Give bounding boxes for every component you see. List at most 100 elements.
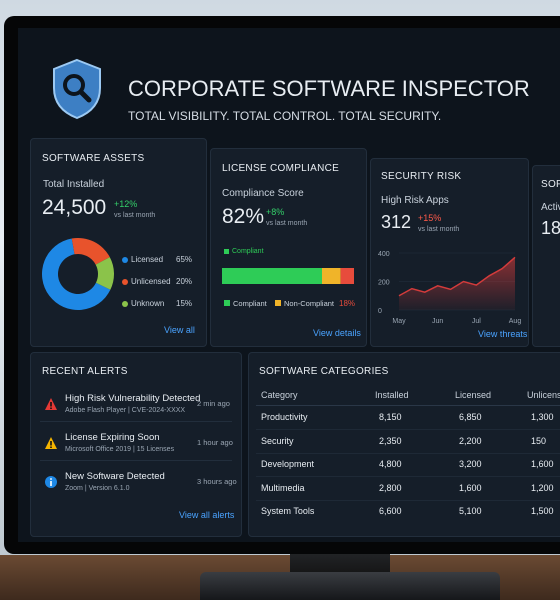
legend-swatch <box>275 300 281 306</box>
table-header: Category <box>261 390 298 400</box>
monitor-foot <box>200 572 500 600</box>
alert-icon <box>45 476 57 488</box>
card-title: RECENT ALERTS <box>42 366 128 377</box>
legend-swatch <box>224 300 230 306</box>
table-cell: 1,500 <box>531 506 554 516</box>
metric-change: +12% <box>114 199 138 209</box>
non-compliant-share: 18% <box>339 299 356 308</box>
legend-value: 20% <box>176 277 193 286</box>
metric-label: High Risk Apps <box>381 195 449 206</box>
metric-change: +15% <box>418 213 442 223</box>
change-note: vs last month <box>114 212 156 219</box>
risk-card <box>370 158 529 347</box>
metric-value: 24,500 <box>42 196 107 219</box>
x-tick-label: May <box>392 318 406 325</box>
table-cell: 4,800 <box>379 459 402 469</box>
alert-icon <box>45 398 57 410</box>
risk-chart: 0 200 400 May Jun Jul Aug <box>378 251 522 325</box>
donut-segment <box>41 238 111 310</box>
bar-label-dot <box>224 249 229 254</box>
alert-detail: Zoom | Version 6.1.0 <box>65 485 130 492</box>
metric-label: Active <box>541 202 560 213</box>
metric-label: Compliance Score <box>222 188 304 199</box>
bar-segment <box>340 268 354 284</box>
alert-icon <box>45 437 57 449</box>
view-threats-link[interactable]: View threats <box>478 329 528 339</box>
legend-label: Compliant <box>233 299 267 308</box>
partial-card <box>532 165 560 347</box>
bar-label: Compliant <box>232 248 264 255</box>
x-tick-label: Aug <box>509 318 522 325</box>
table-cell: System Tools <box>261 506 315 516</box>
bar-segment <box>222 268 322 284</box>
legend-value: 65% <box>176 255 193 264</box>
metric-value: 82% <box>222 205 265 228</box>
separator <box>256 452 560 454</box>
change-note: vs last month <box>418 226 460 233</box>
separator <box>256 429 560 430</box>
legend-label: Unknown <box>131 299 165 308</box>
alert-time: 2 min ago <box>197 399 230 408</box>
x-tick-label: Jul <box>472 318 481 325</box>
assets-card <box>30 138 207 347</box>
categories-card <box>248 352 560 537</box>
alerts-card <box>30 352 242 537</box>
table-cell: 1,600 <box>531 459 554 469</box>
legend-dot <box>122 279 128 285</box>
separator <box>256 476 560 477</box>
view-all-link[interactable]: View all <box>164 325 195 335</box>
y-tick-label: 200 <box>378 280 390 287</box>
table-header: Licensed <box>455 390 492 400</box>
alert-detail: Microsoft Office 2019 | 15 Licenses <box>65 446 175 453</box>
table-cell: 5,100 <box>459 506 482 516</box>
metric-label: Total Installed <box>43 179 105 190</box>
legend-dot <box>122 257 128 263</box>
table-cell: Development <box>261 459 315 469</box>
card-title: LICENSE COMPLIANCE <box>222 163 340 174</box>
compliance-bar <box>222 268 354 284</box>
alert-time: 3 hours ago <box>197 477 237 486</box>
table-cell: Multimedia <box>261 482 305 493</box>
alert-time: 1 hour ago <box>197 438 233 447</box>
view-alerts-link[interactable]: View all alerts <box>179 510 235 520</box>
legend-value: 15% <box>176 299 193 308</box>
app-title: CORPORATE SOFTWARE INSPECTOR <box>128 76 530 101</box>
card-title: SECURITY RISK <box>381 171 462 182</box>
table-cell: 2,200 <box>459 435 482 446</box>
change-note: vs last month <box>266 220 308 227</box>
separator <box>40 421 232 422</box>
legend-label: Unlicensed <box>131 277 171 286</box>
shield-icon <box>53 58 101 120</box>
alert-title: License Expiring Soon <box>65 432 160 443</box>
table-cell: 150 <box>531 435 547 446</box>
table-cell: 2,800 <box>379 482 402 493</box>
metric-value: 312 <box>381 212 412 232</box>
x-tick-label: Jun <box>432 318 443 325</box>
table-cell: Productivity <box>261 412 308 422</box>
metric-value: 18, <box>541 218 560 238</box>
alert-detail: Adobe Flash Player | CVE-2024-XXXX <box>65 407 186 414</box>
separator <box>40 460 232 461</box>
separator <box>256 499 560 501</box>
table-cell: 1,600 <box>459 482 482 493</box>
alert-title: High Risk Vulnerability Detected <box>65 393 201 404</box>
table-cell: 6,600 <box>379 506 402 516</box>
app-subtitle: TOTAL VISIBILITY. TOTAL CONTROL. TOTAL S… <box>128 109 442 123</box>
view-details-link[interactable]: View details <box>313 328 361 338</box>
area-line <box>398 256 516 297</box>
legend-label: Licensed <box>131 255 164 264</box>
area-fill <box>399 257 515 310</box>
table-header: Unlicensed <box>527 390 560 400</box>
metric-change: +8% <box>266 207 285 217</box>
table-cell: 6,850 <box>459 412 482 422</box>
alert-title: New Software Detected <box>65 471 165 482</box>
donut-segment <box>95 257 114 290</box>
table-cell: 8,150 <box>379 412 402 422</box>
y-tick-label: 400 <box>378 251 390 258</box>
legend-dot <box>122 301 128 307</box>
table-cell: 1,200 <box>531 482 554 493</box>
y-tick-label: 0 <box>378 308 382 315</box>
table-header: Installed <box>375 390 409 400</box>
table-cell: 2,350 <box>379 435 402 446</box>
